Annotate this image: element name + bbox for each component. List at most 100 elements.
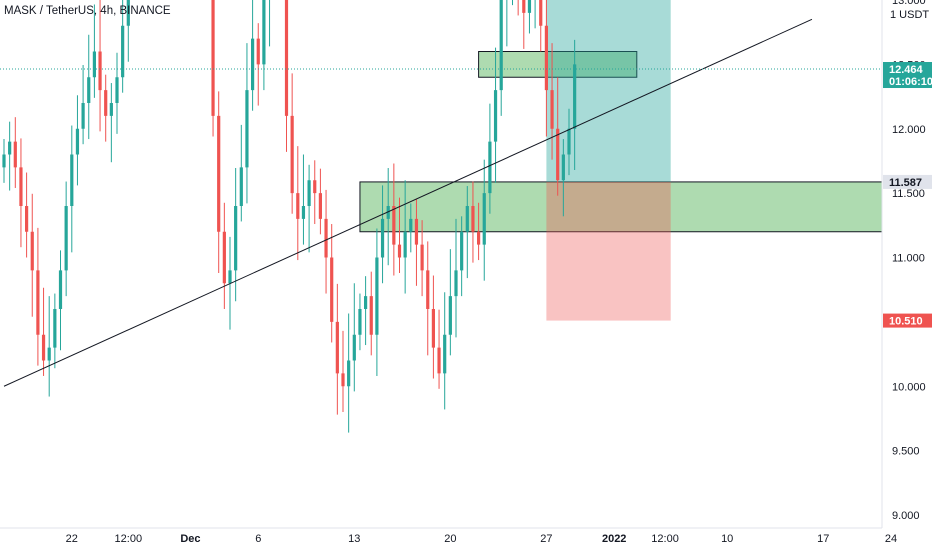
candle-body [58,270,63,309]
candle-body [41,334,46,361]
time-tick-label: 2022 [602,533,626,545]
trendline [3,18,813,387]
stop-area [546,181,671,321]
target-area [546,0,671,182]
time-tick-label: 24 [885,533,897,545]
price-tick-label: 11.000 [892,253,925,265]
price-tag-bg [883,62,932,89]
time-tick-label: 12:00 [115,533,143,545]
price-tag-bg [883,174,932,189]
candle-body [296,193,300,219]
candle-body [64,206,68,271]
candle-body [104,90,108,116]
candle-body [454,270,458,297]
candle-body [573,64,577,129]
candle-body [414,218,419,245]
candle-body [121,25,125,78]
candle-body [211,0,215,116]
candle-body [75,128,80,155]
candle-body [443,334,447,374]
candle-body [544,25,548,91]
time-tick-label: 27 [540,533,552,545]
candle-body [477,231,481,245]
candle-body [47,347,51,361]
candle-body [488,141,492,194]
candle-body [217,115,221,232]
candle-body [2,154,6,168]
candle-body [358,309,362,335]
candle-body [482,193,486,245]
candle-body [301,206,306,219]
candle-body [307,180,311,206]
candle-body [36,270,40,335]
price-tick-label: 13.000 [892,0,926,7]
candle-body [341,373,345,387]
candle-body [126,0,130,26]
candle-body [471,206,475,232]
candle-body [245,90,249,168]
chart-title: MASK / TetherUS, 4h, BINANCE [4,5,171,17]
price-tag-value: 12.464 [889,64,924,76]
candle-body [437,347,441,374]
candle-body [403,231,407,258]
candle-body [465,206,469,232]
candle-body [375,257,379,335]
candle-body [448,296,452,335]
candle-body [318,193,322,219]
time-tick-label: Dec [180,533,200,545]
candle-body [369,296,373,335]
candle-body [522,0,526,13]
price-tag-bg [883,313,932,328]
candle-body [431,309,435,348]
candle-body [251,38,255,91]
candle-body [19,167,23,206]
candle-body [81,103,85,129]
candle-body [550,90,554,129]
candle-body [409,218,413,232]
candle-body [262,0,266,65]
candle-body [92,51,96,78]
candle-body [13,141,17,168]
position-layer [546,0,671,321]
candles-layer [2,0,577,433]
candle-body [335,321,339,374]
candle-body [556,128,560,181]
time-axis[interactable]: 22 12:00 Dec 6 13 20 27 2022 12:00 10 17 24 [66,533,898,545]
candle-body [347,360,351,387]
candle-body [364,296,368,309]
candle-body [290,115,294,194]
candle-body [527,0,532,13]
price-tick-label: 12.000 [892,124,926,136]
candle-body [499,0,503,91]
time-tick-label: 6 [255,533,261,545]
candle-body [324,218,328,258]
time-tick-label: 17 [817,533,829,545]
candle-body [567,128,571,155]
candle-body [8,141,12,155]
time-tick-label: 22 [66,533,78,545]
candle-body [239,167,243,206]
candle-body [256,38,260,65]
candle-body [115,77,119,103]
candle-body [87,77,91,103]
candle-body [284,0,289,116]
candle-body [397,244,402,258]
time-tick-label: 13 [348,533,360,545]
candle-body [380,218,385,258]
zones-layer [359,51,883,233]
candle-body [30,231,34,271]
candle-body [70,154,74,206]
support-zone [359,181,883,233]
candle-body [228,270,232,284]
candle-body [420,244,424,271]
time-tick-label: 20 [444,533,456,545]
candle-body [539,0,543,26]
price-tick-label: 11.500 [892,188,925,200]
candle-body [460,231,464,271]
lines-layer [0,18,882,387]
candle-body [222,231,226,284]
price-tick-label: 9.500 [892,446,920,458]
